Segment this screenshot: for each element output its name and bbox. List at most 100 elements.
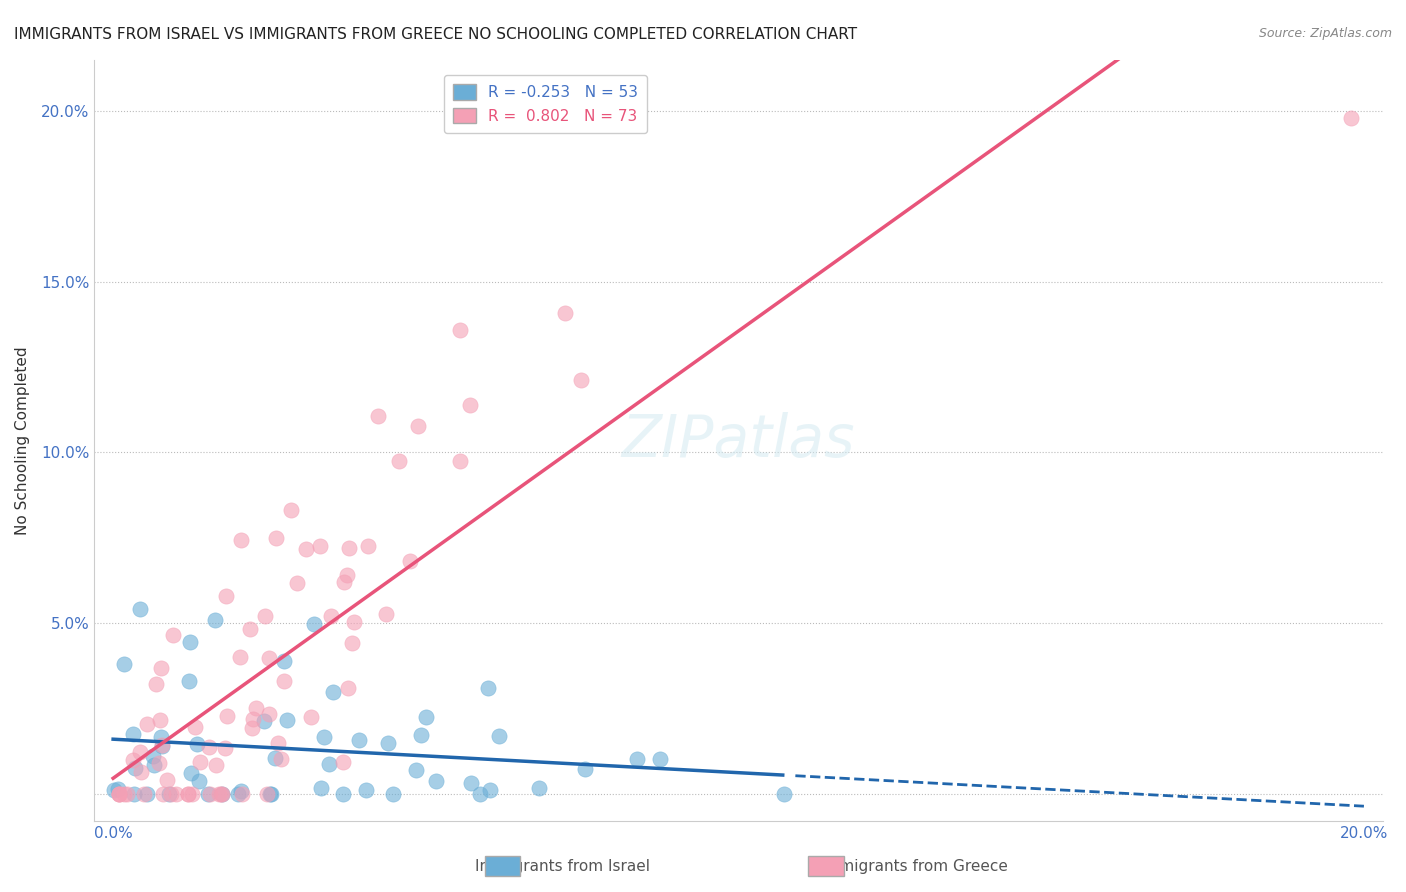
Point [309, 539, 332, 553]
Point [198, 787, 221, 801]
Point [148, 756, 170, 770]
Point [229, 784, 252, 798]
Point [149, 714, 172, 728]
Point [177, 674, 200, 689]
Point [142, 757, 165, 772]
Point [215, 589, 238, 603]
Point [260, 787, 283, 801]
Point [343, 615, 366, 629]
Point [184, 720, 207, 734]
Point [337, 541, 360, 556]
Point [103, 783, 125, 797]
Point [142, 748, 165, 763]
Point [229, 533, 252, 547]
Point [322, 684, 344, 698]
Point [415, 710, 437, 724]
Text: Immigrants from Greece: Immigrants from Greece [820, 859, 1008, 874]
Point [377, 736, 399, 750]
Point [150, 730, 173, 744]
Point [176, 787, 198, 801]
Point [124, 761, 146, 775]
Text: Immigrants from Israel: Immigrants from Israel [475, 859, 650, 874]
Point [259, 787, 281, 801]
Point [332, 787, 354, 801]
Point [347, 733, 370, 747]
Point [242, 712, 264, 726]
Point [357, 539, 380, 553]
Point [208, 787, 231, 801]
Point [165, 787, 187, 801]
Text: Source: ZipAtlas.com: Source: ZipAtlas.com [1258, 27, 1392, 40]
Point [569, 373, 592, 387]
Point [145, 677, 167, 691]
Point [157, 787, 180, 801]
Point [263, 751, 285, 765]
Point [318, 757, 340, 772]
Point [773, 787, 796, 801]
Point [198, 740, 221, 755]
Point [270, 752, 292, 766]
Point [626, 752, 648, 766]
Point [149, 661, 172, 675]
Legend: R = -0.253   N = 53, R =  0.802   N = 73: R = -0.253 N = 53, R = 0.802 N = 73 [443, 75, 647, 133]
Point [388, 454, 411, 468]
Point [375, 607, 398, 621]
Point [648, 752, 671, 766]
Point [162, 628, 184, 642]
Point [477, 681, 499, 695]
Point [382, 787, 405, 801]
Point [240, 722, 263, 736]
Point [160, 787, 183, 801]
Point [214, 741, 236, 756]
Point [231, 787, 253, 801]
Point [409, 728, 432, 742]
Point [449, 323, 471, 337]
Point [204, 613, 226, 627]
Point [527, 780, 550, 795]
Y-axis label: No Schooling Completed: No Schooling Completed [15, 346, 30, 535]
Point [217, 709, 239, 723]
Point [229, 649, 252, 664]
Point [135, 787, 157, 801]
Point [128, 602, 150, 616]
Point [132, 787, 155, 801]
Point [460, 776, 482, 790]
Point [122, 787, 145, 801]
Point [128, 745, 150, 759]
Point [108, 787, 131, 801]
Point [226, 787, 249, 801]
Point [488, 729, 510, 743]
Point [256, 787, 278, 801]
Point [108, 787, 131, 801]
Point [554, 306, 576, 320]
Point [197, 787, 219, 801]
Point [266, 736, 288, 750]
Point [332, 756, 354, 770]
Point [478, 782, 501, 797]
Point [1340, 111, 1362, 125]
Point [121, 753, 143, 767]
Point [245, 701, 267, 715]
Point [354, 783, 377, 797]
Point [112, 787, 135, 801]
Point [180, 787, 202, 801]
Point [264, 531, 287, 545]
Point [299, 710, 322, 724]
Point [406, 418, 429, 433]
Point [188, 774, 211, 789]
Point [273, 654, 295, 668]
Point [150, 739, 173, 753]
Point [319, 608, 342, 623]
Point [340, 636, 363, 650]
Point [449, 454, 471, 468]
Point [458, 398, 481, 412]
Point [107, 782, 129, 797]
Point [294, 542, 316, 557]
Text: ZIPatlas: ZIPatlas [621, 412, 855, 469]
Point [122, 727, 145, 741]
Point [150, 738, 173, 752]
Point [188, 755, 211, 769]
Text: IMMIGRANTS FROM ISRAEL VS IMMIGRANTS FROM GREECE NO SCHOOLING COMPLETED CORRELAT: IMMIGRANTS FROM ISRAEL VS IMMIGRANTS FRO… [14, 27, 858, 42]
Point [115, 787, 138, 801]
Point [309, 780, 332, 795]
